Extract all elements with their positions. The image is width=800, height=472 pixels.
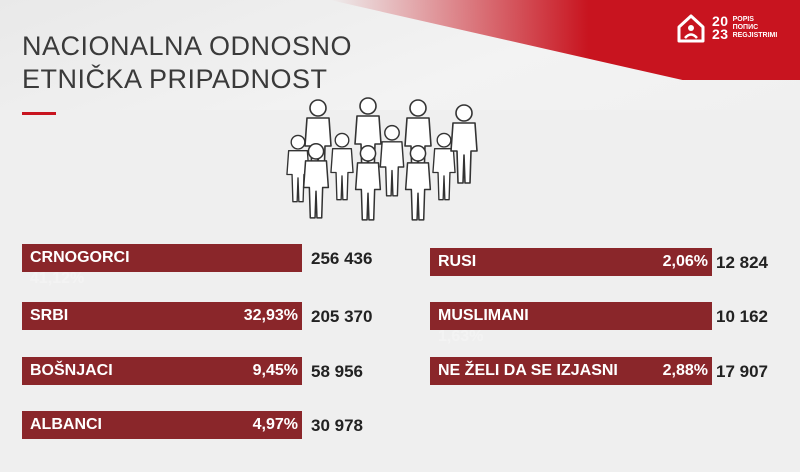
bar-count: 58 956: [311, 362, 363, 381]
people-group-icon: [286, 97, 478, 221]
bar-percent: 9,45%: [252, 362, 298, 379]
title-line1: NACIONALNA ODNOSNO: [22, 31, 353, 61]
title-line2: ETNIČKA PRIPADNOST: [22, 64, 328, 94]
bar-count: 17 907: [716, 362, 768, 381]
bar-count: 256 436: [311, 249, 373, 268]
logo-year: 20 23: [712, 13, 729, 42]
bar-label: SRBI: [30, 307, 69, 324]
person-figure: [432, 132, 456, 201]
bar-label: ALBANCI: [30, 416, 102, 433]
bar-bošnjaci: BOŠNJACI 9,45%: [22, 357, 302, 385]
bar-crnogorci: CRNOGORCI 41,12%: [22, 244, 302, 287]
bar-muslimani: MUSLIMANI 1,63%: [430, 302, 712, 345]
person-figure: [354, 145, 382, 221]
person-figure: [330, 132, 354, 201]
page-title: NACIONALNA ODNOSNO ETNIČKA PRIPADNOST: [22, 30, 352, 96]
bar-label: MUSLIMANI: [438, 307, 529, 324]
person-figure: [450, 104, 478, 184]
bar-srbi: SRBI 32,93%: [22, 302, 302, 330]
bar-count: 12 824: [716, 253, 768, 272]
bar-percent: 41,12%: [30, 270, 85, 287]
bar-ne-želi-da-se-izjasni: NE ŽELI DA SE IZJASNI 2,88%: [430, 357, 712, 385]
logo-year-bottom: 23: [712, 26, 729, 42]
logo-line2: ПОПИС: [732, 24, 759, 31]
bar-percent: 32,93%: [243, 307, 298, 324]
bar-count: 30 978: [311, 416, 363, 435]
logo-text: POPIS ПОПИС REGJISTRIMI: [733, 16, 778, 40]
bar-count: 205 370: [311, 307, 373, 326]
bar-percent: 1,63%: [438, 328, 484, 345]
bar-count: 10 162: [716, 307, 768, 326]
house-logo-icon: [677, 14, 705, 43]
logo-year-top: 20: [712, 13, 729, 29]
person-figure: [379, 124, 405, 197]
person-figure: [404, 145, 432, 221]
person-figure: [302, 143, 330, 219]
bar-percent: 2,88%: [662, 362, 708, 379]
bar-label: RUSI: [438, 253, 477, 270]
bar-rusi: RUSI 2,06%: [430, 248, 712, 276]
bar-label: BOŠNJACI: [30, 362, 113, 379]
bar-percent: 4,97%: [252, 416, 298, 433]
logo-line1: POPIS: [732, 16, 754, 23]
census-logo: 20 23 POPIS ПОПИС REGJISTRIMI: [674, 6, 794, 50]
bar-label: NE ŽELI DA SE IZJASNI: [438, 362, 618, 379]
logo-line3: REGJISTRIMI: [732, 32, 778, 39]
bar-label: CRNOGORCI: [30, 249, 130, 266]
title-underline: [22, 112, 56, 115]
bar-percent: 2,06%: [662, 253, 708, 270]
bar-albanci: ALBANCI 4,97%: [22, 411, 302, 439]
